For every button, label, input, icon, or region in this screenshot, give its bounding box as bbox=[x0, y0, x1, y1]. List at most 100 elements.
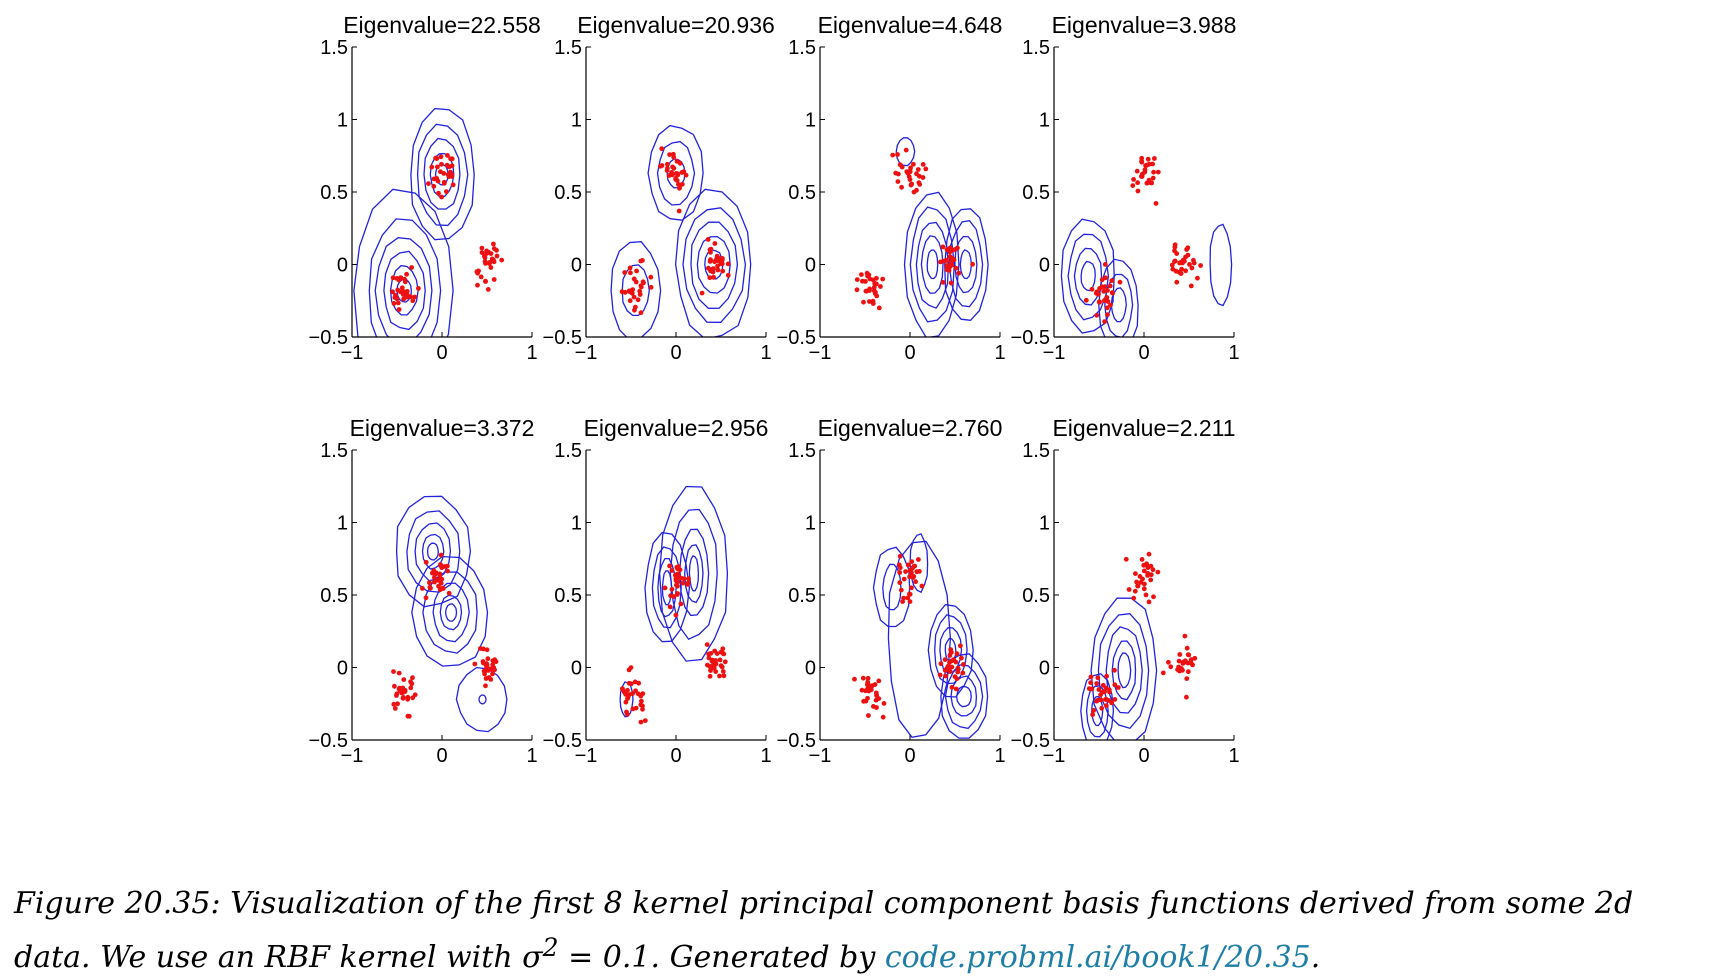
x-tick-label: 0 bbox=[904, 342, 915, 364]
data-point bbox=[880, 276, 886, 282]
data-point bbox=[444, 563, 450, 569]
data-point bbox=[920, 175, 926, 180]
y-tick-label: 0.5 bbox=[1022, 182, 1050, 204]
data-point bbox=[1140, 576, 1145, 582]
data-point bbox=[956, 270, 962, 276]
data-point bbox=[626, 680, 632, 686]
contour-line bbox=[704, 249, 724, 280]
data-point bbox=[1188, 657, 1194, 663]
contour-line bbox=[661, 570, 673, 606]
y-tick-label: −0.5 bbox=[777, 730, 816, 752]
data-point bbox=[854, 277, 860, 282]
caption-end: . bbox=[1310, 940, 1321, 975]
data-point bbox=[948, 280, 954, 286]
data-point bbox=[711, 274, 716, 280]
data-point bbox=[953, 686, 959, 692]
data-point bbox=[675, 591, 680, 596]
data-point bbox=[491, 241, 496, 247]
data-point bbox=[946, 265, 952, 270]
data-point bbox=[937, 672, 943, 678]
x-tick-label: −1 bbox=[575, 745, 598, 767]
data-point bbox=[1149, 180, 1154, 186]
data-point bbox=[1112, 697, 1118, 702]
data-point bbox=[396, 670, 402, 676]
data-point bbox=[704, 642, 710, 647]
data-point bbox=[1112, 667, 1117, 673]
data-point bbox=[479, 245, 485, 251]
data-point bbox=[1089, 286, 1095, 292]
data-point bbox=[628, 289, 634, 295]
data-point bbox=[1148, 577, 1154, 583]
data-point bbox=[625, 687, 630, 693]
data-point bbox=[491, 277, 497, 282]
data-point bbox=[943, 673, 948, 679]
data-point bbox=[673, 612, 679, 618]
data-point bbox=[405, 696, 411, 702]
data-point bbox=[490, 662, 496, 668]
data-point bbox=[658, 163, 663, 169]
data-point bbox=[707, 259, 713, 264]
data-point bbox=[854, 287, 860, 293]
data-point bbox=[1135, 188, 1141, 194]
data-point bbox=[1106, 687, 1112, 693]
data-point bbox=[392, 683, 397, 689]
subplot-7: Eigenvalue=2.760 −0.5 0 0.5 1 1.5 −1 0 1 bbox=[777, 415, 1006, 767]
data-point bbox=[410, 298, 416, 304]
caption-link[interactable]: code.probml.ai/book1/20.35 bbox=[884, 940, 1311, 975]
data-point bbox=[390, 289, 395, 295]
data-point bbox=[721, 673, 727, 679]
data-point bbox=[1184, 676, 1190, 681]
subplot-3: Eigenvalue=4.648 −0.5 0 0.5 1 1.5 −1 0 1 bbox=[777, 12, 1006, 364]
y-tick-label: 0 bbox=[337, 255, 348, 277]
contour-line bbox=[353, 188, 454, 337]
data-point bbox=[1099, 705, 1105, 711]
data-point bbox=[487, 260, 493, 265]
data-point bbox=[903, 569, 908, 574]
y-tick-label: 1.5 bbox=[554, 37, 582, 59]
contour-line bbox=[656, 140, 696, 206]
contour-line bbox=[678, 528, 710, 617]
data-point bbox=[391, 701, 397, 707]
x-tick-label: 0 bbox=[904, 745, 915, 767]
data-point bbox=[428, 585, 433, 591]
data-point bbox=[907, 599, 913, 604]
data-point bbox=[630, 706, 636, 712]
data-point bbox=[917, 569, 922, 574]
data-point bbox=[720, 256, 725, 261]
data-point bbox=[390, 275, 396, 281]
y-tick-label: 0 bbox=[337, 658, 348, 680]
data-point bbox=[678, 601, 684, 607]
data-point bbox=[676, 574, 682, 580]
contour-line bbox=[1105, 626, 1143, 714]
data-point bbox=[1089, 686, 1095, 692]
data-point bbox=[955, 666, 961, 672]
x-tick-label: 0 bbox=[670, 342, 681, 364]
data-point bbox=[426, 181, 431, 187]
data-point bbox=[1184, 645, 1190, 651]
data-point bbox=[1123, 556, 1129, 562]
subplot-title: Eigenvalue=22.558 bbox=[343, 12, 541, 38]
data-point bbox=[953, 265, 959, 271]
data-point bbox=[435, 164, 440, 170]
data-point bbox=[436, 190, 441, 196]
contour-line bbox=[674, 188, 752, 337]
data-point bbox=[429, 164, 435, 170]
data-point bbox=[890, 152, 896, 158]
data-point bbox=[1146, 551, 1152, 557]
data-point bbox=[722, 659, 728, 665]
data-point bbox=[640, 691, 646, 697]
caption-mid: = 0.1. Generated by bbox=[558, 940, 885, 975]
data-point bbox=[1131, 595, 1137, 601]
data-point bbox=[717, 657, 723, 663]
data-point bbox=[662, 585, 668, 591]
x-tick-label: 0 bbox=[436, 745, 447, 767]
data-point bbox=[409, 265, 414, 270]
contour-line bbox=[927, 603, 974, 698]
y-tick-label: 1.5 bbox=[1022, 37, 1050, 59]
data-point bbox=[667, 563, 672, 569]
data-point bbox=[1102, 298, 1107, 304]
y-tick-label: −0.5 bbox=[543, 730, 582, 752]
data-point bbox=[423, 559, 429, 565]
data-point bbox=[677, 160, 683, 166]
contour-line bbox=[432, 582, 470, 643]
